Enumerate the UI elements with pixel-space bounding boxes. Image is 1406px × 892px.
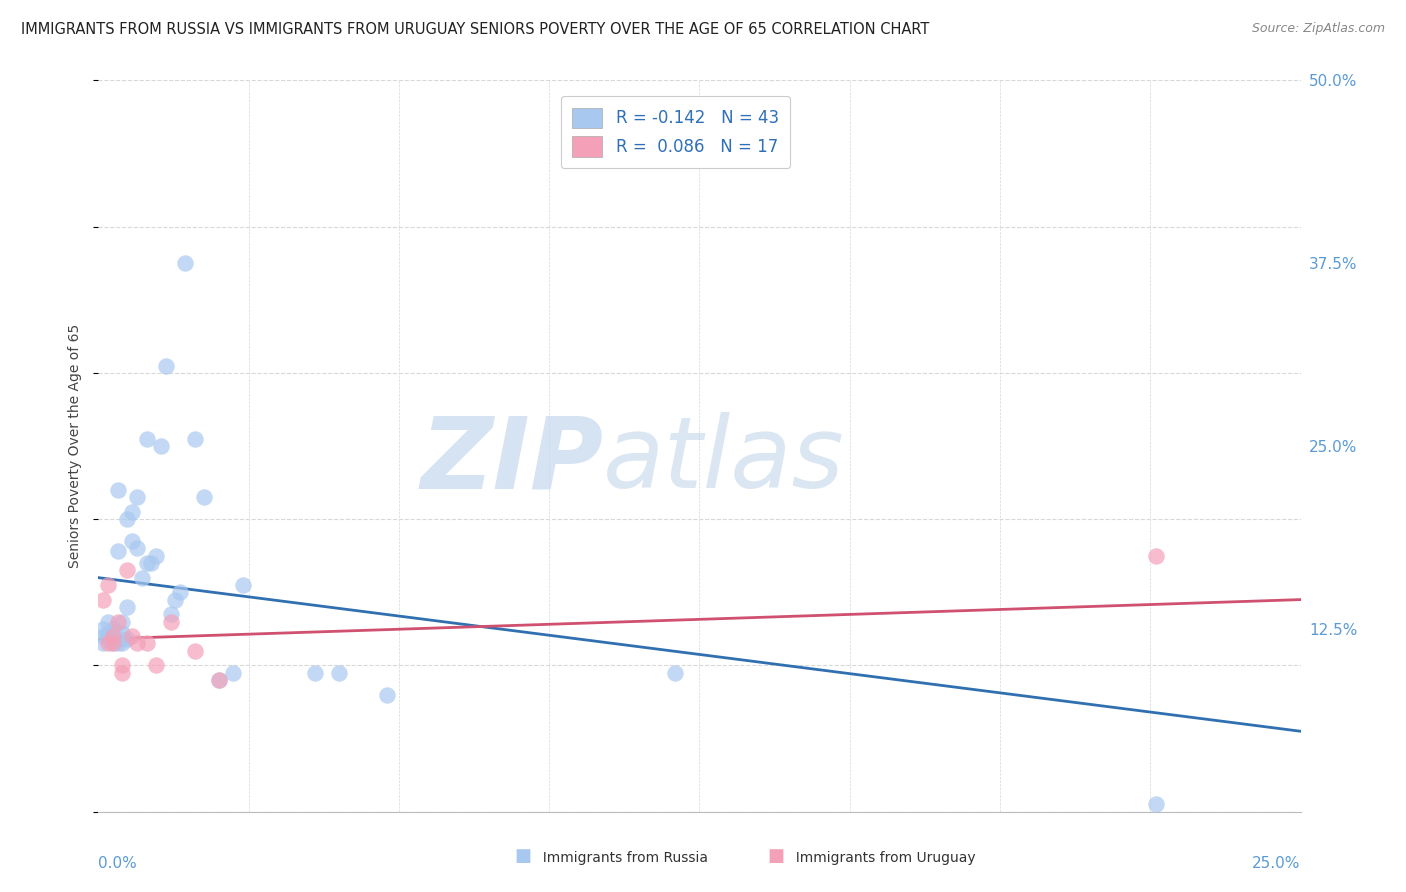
Point bbox=[97, 632, 120, 646]
Point bbox=[183, 644, 205, 658]
Text: 0.0%: 0.0% bbox=[98, 855, 138, 871]
Point bbox=[91, 636, 114, 650]
Text: atlas: atlas bbox=[603, 412, 845, 509]
Point bbox=[91, 629, 114, 643]
Text: 25.0%: 25.0% bbox=[1253, 855, 1301, 871]
Point bbox=[97, 626, 120, 640]
Text: IMMIGRANTS FROM RUSSIA VS IMMIGRANTS FROM URUGUAY SENIORS POVERTY OVER THE AGE O: IMMIGRANTS FROM RUSSIA VS IMMIGRANTS FRO… bbox=[21, 22, 929, 37]
Point bbox=[149, 439, 172, 453]
Point bbox=[121, 505, 143, 519]
Point bbox=[117, 599, 139, 614]
Point bbox=[91, 622, 114, 636]
Point bbox=[328, 665, 350, 680]
Point bbox=[101, 636, 124, 650]
Point bbox=[131, 571, 153, 585]
Point bbox=[1144, 797, 1167, 812]
Point bbox=[111, 636, 134, 650]
Point bbox=[125, 636, 148, 650]
Point bbox=[121, 534, 143, 549]
Point bbox=[101, 629, 124, 643]
Point bbox=[169, 585, 191, 599]
Point bbox=[193, 490, 215, 504]
Point bbox=[135, 432, 157, 446]
Text: Source: ZipAtlas.com: Source: ZipAtlas.com bbox=[1251, 22, 1385, 36]
Point bbox=[121, 629, 143, 643]
Point bbox=[101, 622, 124, 636]
Point bbox=[174, 256, 197, 270]
Point bbox=[111, 665, 134, 680]
Point bbox=[159, 607, 181, 622]
Point bbox=[664, 665, 686, 680]
Point bbox=[111, 658, 134, 673]
Point bbox=[145, 658, 167, 673]
Point bbox=[222, 665, 245, 680]
Text: Immigrants from Uruguay: Immigrants from Uruguay bbox=[787, 851, 976, 865]
Point bbox=[208, 673, 231, 687]
Point bbox=[208, 673, 231, 687]
Point bbox=[97, 636, 120, 650]
Text: ■: ■ bbox=[768, 847, 785, 865]
Point bbox=[125, 490, 148, 504]
Point bbox=[97, 578, 120, 592]
Point bbox=[117, 512, 139, 526]
Point bbox=[375, 688, 398, 702]
Point bbox=[107, 544, 129, 558]
Point bbox=[107, 636, 129, 650]
Point bbox=[97, 615, 120, 629]
Point bbox=[91, 592, 114, 607]
Point bbox=[159, 615, 181, 629]
Point bbox=[1144, 549, 1167, 563]
Text: Immigrants from Russia: Immigrants from Russia bbox=[534, 851, 709, 865]
Point bbox=[111, 615, 134, 629]
Point bbox=[145, 549, 167, 563]
Point bbox=[101, 636, 124, 650]
Point bbox=[117, 563, 139, 577]
Point bbox=[135, 556, 157, 570]
Point bbox=[155, 359, 177, 373]
Point bbox=[232, 578, 254, 592]
Legend: R = -0.142   N = 43, R =  0.086   N = 17: R = -0.142 N = 43, R = 0.086 N = 17 bbox=[561, 96, 790, 169]
Point bbox=[141, 556, 163, 570]
Point bbox=[165, 592, 187, 607]
Y-axis label: Seniors Poverty Over the Age of 65: Seniors Poverty Over the Age of 65 bbox=[69, 324, 83, 568]
Point bbox=[107, 483, 129, 497]
Point bbox=[117, 632, 139, 646]
Point bbox=[183, 432, 205, 446]
Point bbox=[125, 541, 148, 556]
Point bbox=[135, 636, 157, 650]
Text: ■: ■ bbox=[515, 847, 531, 865]
Point bbox=[107, 615, 129, 629]
Point bbox=[304, 665, 326, 680]
Text: ZIP: ZIP bbox=[420, 412, 603, 509]
Point bbox=[111, 632, 134, 646]
Point bbox=[111, 626, 134, 640]
